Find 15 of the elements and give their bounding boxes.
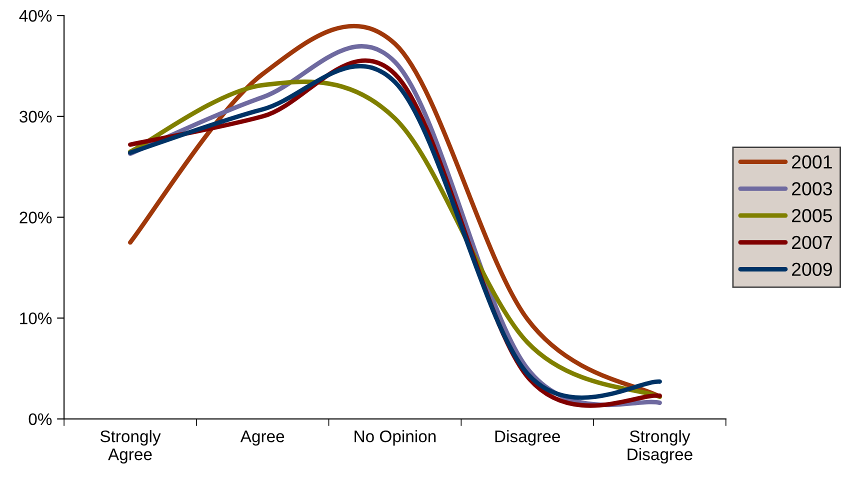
x-tick-label: Strongly Agree [100, 430, 161, 464]
y-tick-label: 30% [20, 110, 52, 123]
legend-label: 2001 [792, 155, 832, 169]
x-tick-label: Agree [240, 430, 284, 446]
y-tick-label: 10% [20, 312, 52, 324]
legend-label: 2009 [792, 262, 832, 276]
legend-label: 2007 [792, 236, 832, 250]
legend-label: 2005 [792, 209, 832, 222]
x-tick-label: No Opinion [354, 430, 436, 446]
x-tick-label: Strongly Disagree [628, 430, 692, 464]
legend-label: 2003 [792, 182, 832, 196]
y-tick-label: 0% [28, 413, 52, 426]
x-tick-label: Disagree [495, 430, 560, 446]
y-tick-label: 20% [20, 212, 52, 224]
y-tick-label: 40% [19, 10, 52, 22]
